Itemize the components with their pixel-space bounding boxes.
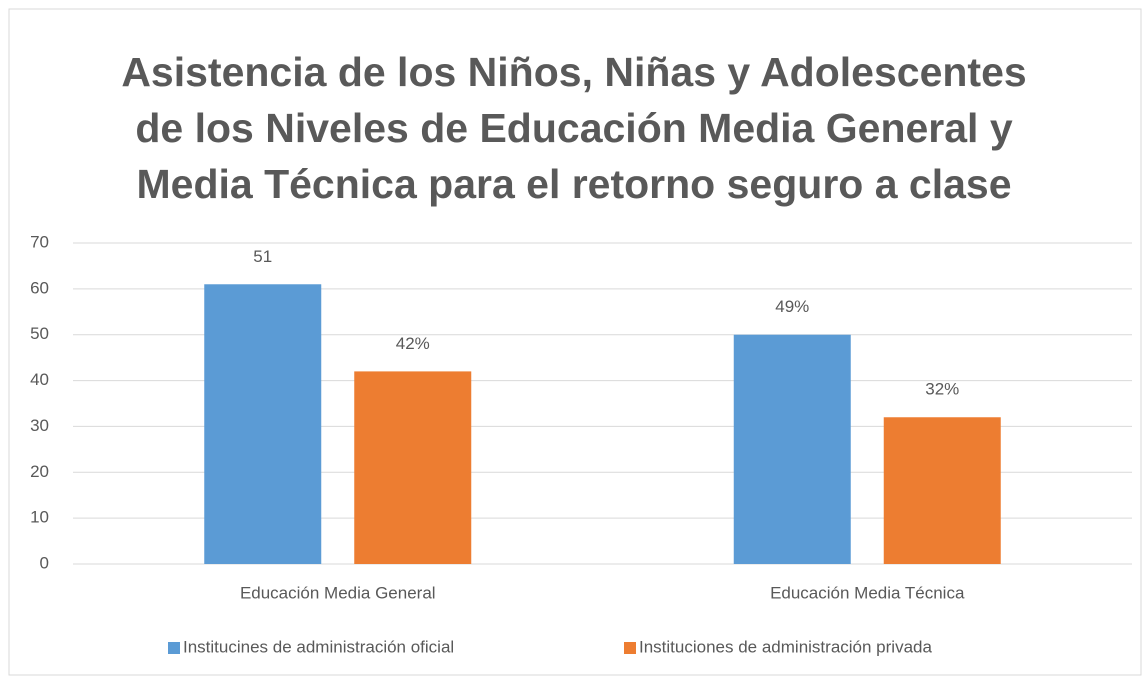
x-tick-label: Educación Media Técnica — [770, 583, 965, 602]
chart-title: Asistencia de los Niños, Niñas y Adolesc… — [121, 49, 1026, 95]
x-tick-label: Educación Media General — [240, 583, 436, 602]
legend-swatch — [624, 642, 636, 654]
bar — [733, 334, 851, 564]
y-tick-label: 40 — [30, 370, 49, 389]
data-label: 42% — [396, 334, 430, 353]
data-label: 51 — [253, 247, 272, 266]
bar — [204, 284, 322, 564]
y-tick-label: 10 — [30, 508, 49, 527]
chart-title: de los Niveles de Educación Media Genera… — [135, 105, 1012, 151]
bar — [883, 417, 1001, 564]
legend-label: Instituciones de administración privada — [639, 637, 932, 656]
data-label: 32% — [925, 380, 959, 399]
y-tick-label: 30 — [30, 416, 49, 435]
chart-title: Media Técnica para el retorno seguro a c… — [136, 161, 1011, 207]
y-tick-label: 70 — [30, 232, 49, 251]
y-tick-label: 20 — [30, 462, 49, 481]
legend-label: Institucines de administración oficial — [183, 637, 454, 656]
bar — [354, 371, 472, 564]
legend-swatch — [168, 642, 180, 654]
data-label: 49% — [775, 297, 809, 316]
y-tick-label: 60 — [30, 278, 49, 297]
y-tick-label: 50 — [30, 324, 49, 343]
y-tick-label: 0 — [40, 553, 49, 572]
